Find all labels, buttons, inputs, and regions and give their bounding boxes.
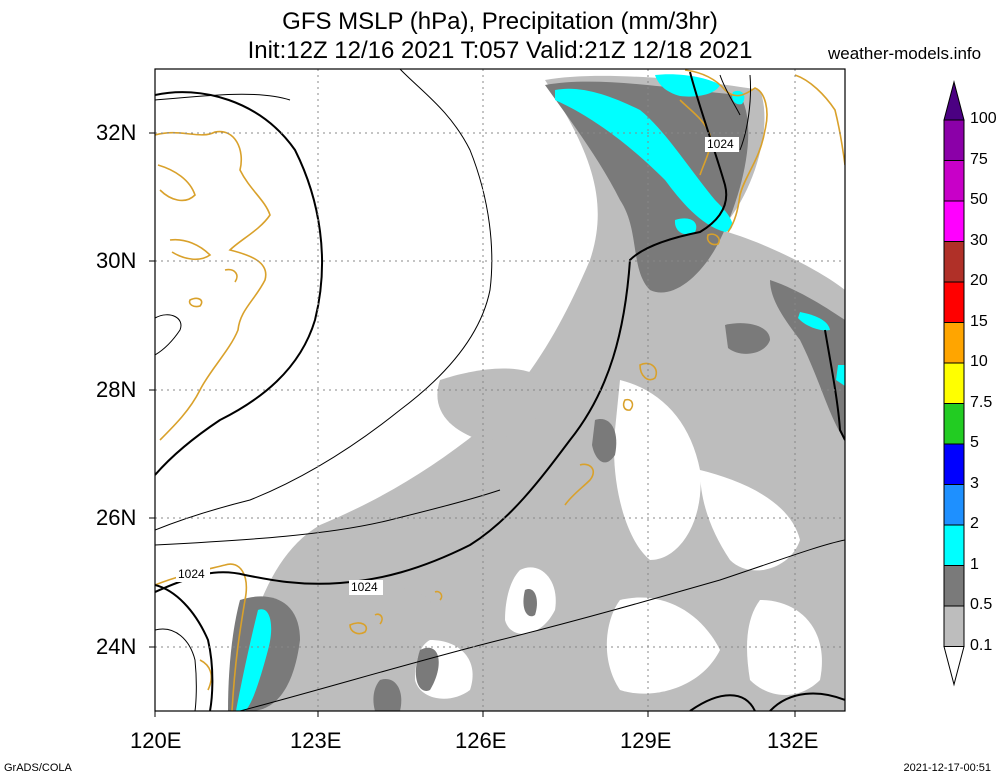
coastlines — [155, 69, 845, 711]
colorbar-segment — [943, 281, 965, 323]
colorbar-segment — [943, 524, 965, 566]
colorbar-label: 100 — [970, 110, 997, 127]
contour-label: 1024 — [707, 137, 734, 151]
contour-label: 1024 — [178, 567, 205, 581]
colorbar-segment — [943, 362, 965, 404]
colorbar-segment — [943, 322, 965, 364]
graticule — [155, 69, 845, 711]
colorbar-label: 0.1 — [970, 636, 993, 654]
isobars — [155, 69, 845, 711]
lat-label: 28N — [96, 377, 137, 402]
lat-label: 32N — [96, 120, 137, 145]
lon-label: 129E — [620, 728, 672, 753]
colorbar-label: 0.5 — [970, 596, 993, 613]
precip-moderate-area — [228, 81, 845, 711]
precip-heavy-area — [236, 74, 845, 711]
lon-label: 132E — [767, 728, 819, 753]
colorbar-label: 20 — [970, 272, 988, 289]
colorbar — [943, 80, 965, 687]
colorbar-segment — [943, 119, 965, 161]
colorbar-arrow-bottom — [943, 646, 965, 687]
colorbar-segment — [943, 443, 965, 485]
footer-timestamp: 2021-12-17-00:51 — [903, 762, 991, 774]
colorbar-label: 30 — [970, 231, 988, 249]
lon-label: 120E — [130, 728, 182, 753]
colorbar-label: 2 — [970, 515, 979, 532]
colorbar-segment — [943, 403, 965, 445]
contour-label: 1024 — [351, 580, 378, 594]
colorbar-segment — [943, 484, 965, 526]
contour-label-bg — [705, 137, 739, 152]
map-subtitle: Init:12Z 12/16 2021 T:057 Valid:21Z 12/1… — [247, 37, 753, 64]
contour-label-bg — [176, 567, 210, 582]
colorbar-label: 75 — [970, 150, 988, 168]
lat-label: 26N — [96, 505, 137, 530]
colorbar-segment — [943, 160, 965, 202]
lon-label: 126E — [455, 728, 507, 753]
colorbar-label: 1 — [970, 555, 979, 573]
colorbar-segment — [943, 241, 965, 283]
colorbar-label: 3 — [970, 474, 979, 492]
site-credit: weather-models.info — [828, 44, 982, 63]
lat-label: 24N — [96, 634, 137, 659]
colorbar-segment — [943, 565, 965, 607]
colorbar-label: 10 — [970, 353, 988, 370]
colorbar-segment — [943, 200, 965, 242]
precip-gaps — [415, 380, 822, 699]
contour-label-bg — [349, 580, 383, 595]
colorbar-label: 7.5 — [970, 393, 993, 411]
colorbar-arrow-top — [943, 80, 965, 121]
axis-ticks — [149, 132, 796, 717]
footer-software: GrADS/COLA — [4, 762, 72, 774]
colorbar-label: 15 — [970, 312, 988, 330]
colorbar-segment — [943, 605, 965, 647]
colorbar-label: 5 — [970, 434, 979, 451]
map-title: GFS MSLP (hPa), Precipitation (mm/3hr) — [282, 8, 718, 35]
lat-label: 30N — [96, 248, 137, 273]
colorbar-label: 50 — [970, 191, 988, 208]
lon-label: 123E — [290, 728, 342, 753]
